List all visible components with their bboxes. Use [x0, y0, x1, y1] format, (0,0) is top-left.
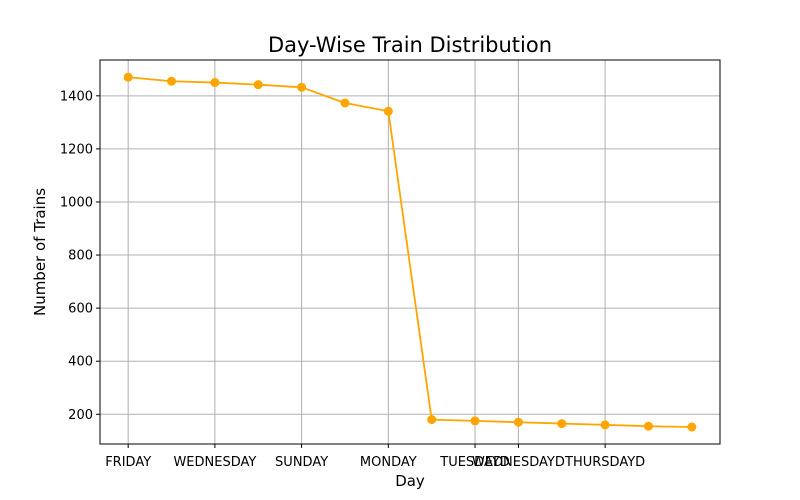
x-axis-ticks: FRIDAY WEDNESDAY SUNDAY MONDAY TUESDAYDWEDNE…	[105, 444, 645, 470]
y-tick-label: 800	[68, 249, 93, 264]
data-point	[470, 416, 480, 426]
y-axis-label: Number of Trains	[31, 188, 49, 316]
data-point	[427, 415, 437, 425]
y-tick-label: 1400	[60, 89, 93, 104]
data-point	[253, 80, 263, 90]
data-point	[297, 82, 307, 92]
series-group	[123, 72, 697, 432]
data-point	[557, 419, 567, 429]
data-point	[513, 417, 523, 427]
x-tick-label: WEDNESDAY	[173, 455, 256, 470]
data-point	[383, 106, 393, 116]
x-tick-label: THURSDAYD	[564, 455, 645, 470]
plot-frame	[99, 59, 721, 445]
x-tick-label: WEDNESDAYD	[472, 455, 565, 470]
series-line	[128, 76, 692, 428]
data-point	[643, 421, 653, 431]
y-axis-ticks: 200 400 600 800 1000 1200 1400	[60, 89, 100, 423]
data-point	[210, 78, 220, 88]
x-tick-label: FRIDAY	[105, 455, 151, 470]
x-tick-label: TUESDAYD	[439, 455, 510, 470]
y-tick-label: 600	[68, 302, 93, 317]
data-point	[340, 98, 350, 108]
y-tick-label: 1200	[60, 142, 93, 157]
data-point	[167, 76, 177, 86]
x-tick-label: MONDAY	[360, 455, 417, 470]
data-point	[123, 72, 133, 82]
y-tick-label: 200	[68, 408, 93, 423]
chart-title: Day-Wise Train Distribution	[268, 33, 552, 57]
y-tick-label: 1000	[60, 195, 93, 210]
grid	[100, 60, 720, 444]
data-point	[600, 420, 610, 430]
y-tick-label: 400	[68, 355, 93, 370]
x-tick-label: SUNDAY	[275, 455, 328, 470]
data-point	[687, 422, 697, 432]
x-axis-label: Day	[395, 472, 425, 490]
